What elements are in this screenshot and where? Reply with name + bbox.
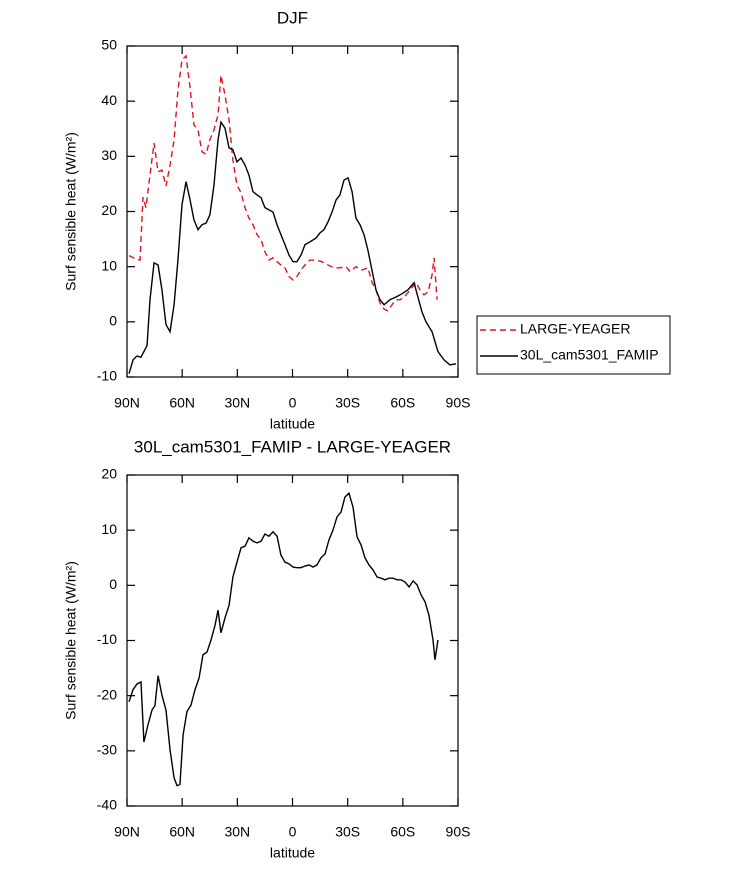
x-tick-label: 60S bbox=[390, 824, 415, 840]
x-tick-label: 90N bbox=[114, 395, 140, 411]
x-tick-label: 90N bbox=[114, 824, 140, 840]
chart-title: DJF bbox=[277, 8, 308, 27]
y-tick-label: -10 bbox=[97, 631, 117, 647]
y-tick-label: 40 bbox=[101, 92, 117, 108]
y-tick-label: -40 bbox=[97, 797, 117, 813]
plot-frame bbox=[126, 45, 459, 378]
y-tick-label: 50 bbox=[101, 37, 117, 53]
y-tick-label: -30 bbox=[97, 742, 117, 758]
y-tick-label: -10 bbox=[97, 368, 117, 384]
x-tick-label: 30S bbox=[335, 395, 360, 411]
x-tick-label: 30N bbox=[224, 395, 250, 411]
y-axis-label: Surf sensible heat (W/m²) bbox=[63, 561, 79, 720]
x-tick-label: 60N bbox=[169, 824, 195, 840]
chart-title: 30L_cam5301_FAMIP - LARGE-YEAGER bbox=[134, 437, 451, 456]
x-tick-label: 90S bbox=[446, 395, 471, 411]
y-tick-label: 0 bbox=[109, 576, 117, 592]
data-line bbox=[128, 120, 457, 374]
x-axis-label: latitude bbox=[270, 416, 315, 432]
x-tick-label: 60S bbox=[390, 395, 415, 411]
x-tick-label: 30S bbox=[335, 824, 360, 840]
y-tick-label: 10 bbox=[101, 257, 117, 273]
x-tick-label: 60N bbox=[169, 395, 195, 411]
x-tick-label: 30N bbox=[224, 824, 250, 840]
x-tick-label: 0 bbox=[289, 824, 297, 840]
x-axis-label: latitude bbox=[270, 845, 315, 861]
legend-label: 30L_cam5301_FAMIP bbox=[520, 347, 659, 363]
y-tick-label: -20 bbox=[97, 686, 117, 702]
y-tick-label: 0 bbox=[109, 313, 117, 329]
data-line bbox=[128, 54, 438, 312]
legend-label: LARGE-YEAGER bbox=[520, 321, 630, 337]
x-tick-label: 0 bbox=[289, 395, 297, 411]
y-tick-label: 10 bbox=[101, 521, 117, 537]
y-tick-label: 20 bbox=[101, 466, 117, 482]
y-tick-label: 30 bbox=[101, 147, 117, 163]
x-tick-label: 90S bbox=[446, 824, 471, 840]
legend-box bbox=[476, 315, 671, 375]
plot-frame bbox=[126, 474, 459, 807]
data-line bbox=[128, 491, 439, 787]
y-axis-label: Surf sensible heat (W/m²) bbox=[63, 132, 79, 291]
y-tick-label: 20 bbox=[101, 202, 117, 218]
